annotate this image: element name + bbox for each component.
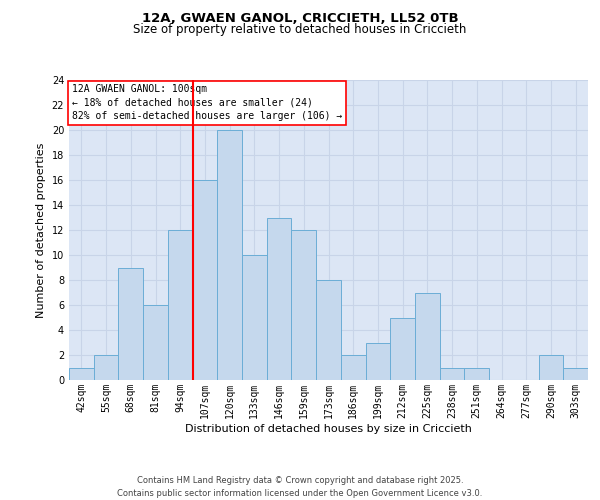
Bar — [143, 305, 168, 380]
Text: 12A, GWAEN GANOL, CRICCIETH, LL52 0TB: 12A, GWAEN GANOL, CRICCIETH, LL52 0TB — [142, 12, 458, 26]
Bar — [193, 180, 217, 380]
Bar — [464, 368, 489, 380]
Bar — [94, 355, 118, 380]
Bar — [217, 130, 242, 380]
Text: Contains HM Land Registry data © Crown copyright and database right 2025.
Contai: Contains HM Land Registry data © Crown c… — [118, 476, 482, 498]
Bar — [168, 230, 193, 380]
X-axis label: Distribution of detached houses by size in Criccieth: Distribution of detached houses by size … — [185, 424, 472, 434]
Text: Size of property relative to detached houses in Criccieth: Size of property relative to detached ho… — [133, 22, 467, 36]
Bar — [242, 255, 267, 380]
Bar — [415, 292, 440, 380]
Bar — [118, 268, 143, 380]
Bar — [341, 355, 365, 380]
Bar — [390, 318, 415, 380]
Bar — [267, 218, 292, 380]
Bar — [316, 280, 341, 380]
Bar — [292, 230, 316, 380]
Y-axis label: Number of detached properties: Number of detached properties — [36, 142, 46, 318]
Bar — [440, 368, 464, 380]
Bar — [539, 355, 563, 380]
Bar — [563, 368, 588, 380]
Text: 12A GWAEN GANOL: 100sqm
← 18% of detached houses are smaller (24)
82% of semi-de: 12A GWAEN GANOL: 100sqm ← 18% of detache… — [71, 84, 342, 121]
Bar — [69, 368, 94, 380]
Bar — [365, 342, 390, 380]
